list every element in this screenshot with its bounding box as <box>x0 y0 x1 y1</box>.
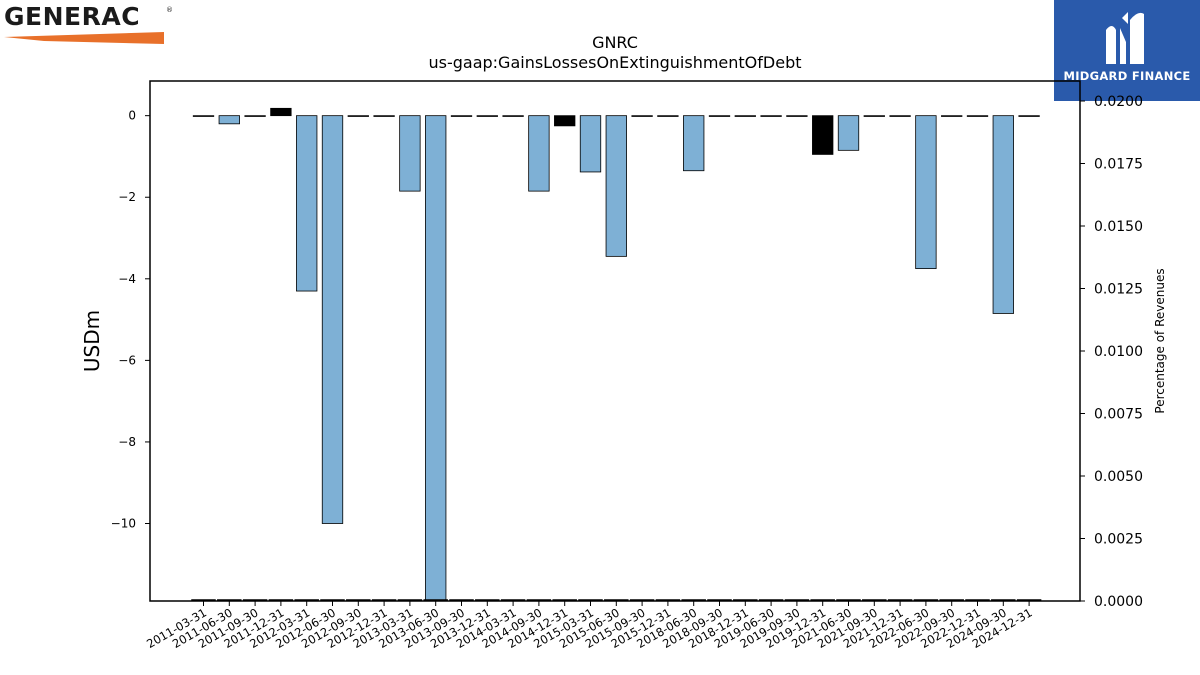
bars-group <box>191 107 1042 602</box>
y-tick-label: −2 <box>118 190 136 204</box>
chart-subtitle: us-gaap:GainsLossesOnExtinguishmentOfDeb… <box>428 53 801 72</box>
bar-2019-12-31 <box>812 115 834 155</box>
bar-2014-12-31 <box>554 115 576 127</box>
midgard-finance-logo: MIDGARD FINANCE <box>1054 0 1200 101</box>
bar-2021-12-31 <box>889 115 911 117</box>
y-right-tick-label: 0.0100 <box>1094 344 1143 360</box>
generac-logo-text: GENERAC <box>4 2 141 31</box>
bar-2018-06-30 <box>683 115 705 172</box>
bar-2022-06-30 <box>915 115 937 270</box>
bar-2012-09-30 <box>347 115 369 117</box>
bar-2015-03-31 <box>579 115 602 173</box>
y-axis-left: 0 −2 −4 −6 −8 −10 <box>111 109 150 531</box>
x-axis: 2011-03-312011-06-302011-09-302011-12-31… <box>144 601 1035 651</box>
y-axis-right: 0.0000 0.0025 0.0050 0.0075 0.0100 0.0125 0.01… <box>1080 94 1143 610</box>
bar-2011-09-30 <box>244 115 266 117</box>
bar-2019-09-30 <box>786 115 808 117</box>
bar-2011-12-31 <box>270 107 292 117</box>
bar-2013-03-31 <box>399 115 421 192</box>
bar-2022-09-30 <box>941 115 963 117</box>
y-tick-label: −6 <box>118 353 136 367</box>
bar-2022-12-31 <box>966 115 989 117</box>
bar-2015-09-30 <box>631 115 653 117</box>
bar-2011-06-30 <box>218 115 240 125</box>
bar-2024-09-30 <box>992 115 1014 314</box>
y-axis-left-label: USDm <box>80 310 104 372</box>
bar-2014-03-31 <box>502 115 524 117</box>
y-right-tick-label: 0.0200 <box>1094 94 1143 110</box>
y-right-tick-label: 0.0050 <box>1094 469 1143 485</box>
y-right-tick-label: 0.0075 <box>1094 407 1143 423</box>
bar-2021-06-30 <box>837 115 860 151</box>
y-tick-label: 0 <box>128 109 136 123</box>
bar-2024-12-31 <box>1018 115 1040 117</box>
bar-2018-12-31 <box>734 115 756 117</box>
bar-2015-12-31 <box>657 115 679 117</box>
chart-title: GNRC <box>592 33 638 52</box>
bar-2013-09-30 <box>450 115 473 117</box>
bar-2021-09-30 <box>863 115 885 117</box>
midgard-emblem-icon <box>1106 12 1144 64</box>
y-right-tick-label: 0.0175 <box>1094 157 1143 173</box>
bar-2012-06-30 <box>321 115 344 524</box>
bar-2015-06-30 <box>605 115 627 257</box>
bar-2019-06-30 <box>760 115 782 117</box>
y-tick-label: −8 <box>118 435 136 449</box>
generac-logo: GENERAC ® <box>4 4 174 44</box>
bar-2013-12-31 <box>476 115 498 117</box>
generac-swoosh-icon <box>4 32 164 44</box>
bar-2012-03-31 <box>296 115 318 292</box>
bar-2013-06-30 <box>425 115 447 602</box>
y-right-tick-label: 0.0025 <box>1094 532 1143 548</box>
bar-2014-09-30 <box>528 115 550 192</box>
y-tick-label: −4 <box>118 272 136 286</box>
y-right-tick-label: 0.0125 <box>1094 282 1143 298</box>
y-tick-label: −10 <box>111 517 136 531</box>
midgard-finance-name: MIDGARD FINANCE <box>1063 69 1191 83</box>
bar-2018-09-30 <box>708 115 731 117</box>
bar-2011-03-31 <box>192 115 215 117</box>
y-right-tick-label: 0.0150 <box>1094 219 1143 235</box>
plot-frame <box>149 80 1081 602</box>
generac-registered-mark: ® <box>166 6 173 14</box>
y-axis-right-label: Percentage of Revenues <box>1153 268 1167 413</box>
bar-2012-12-31 <box>373 115 395 117</box>
y-right-tick-label: 0.0000 <box>1094 594 1143 610</box>
